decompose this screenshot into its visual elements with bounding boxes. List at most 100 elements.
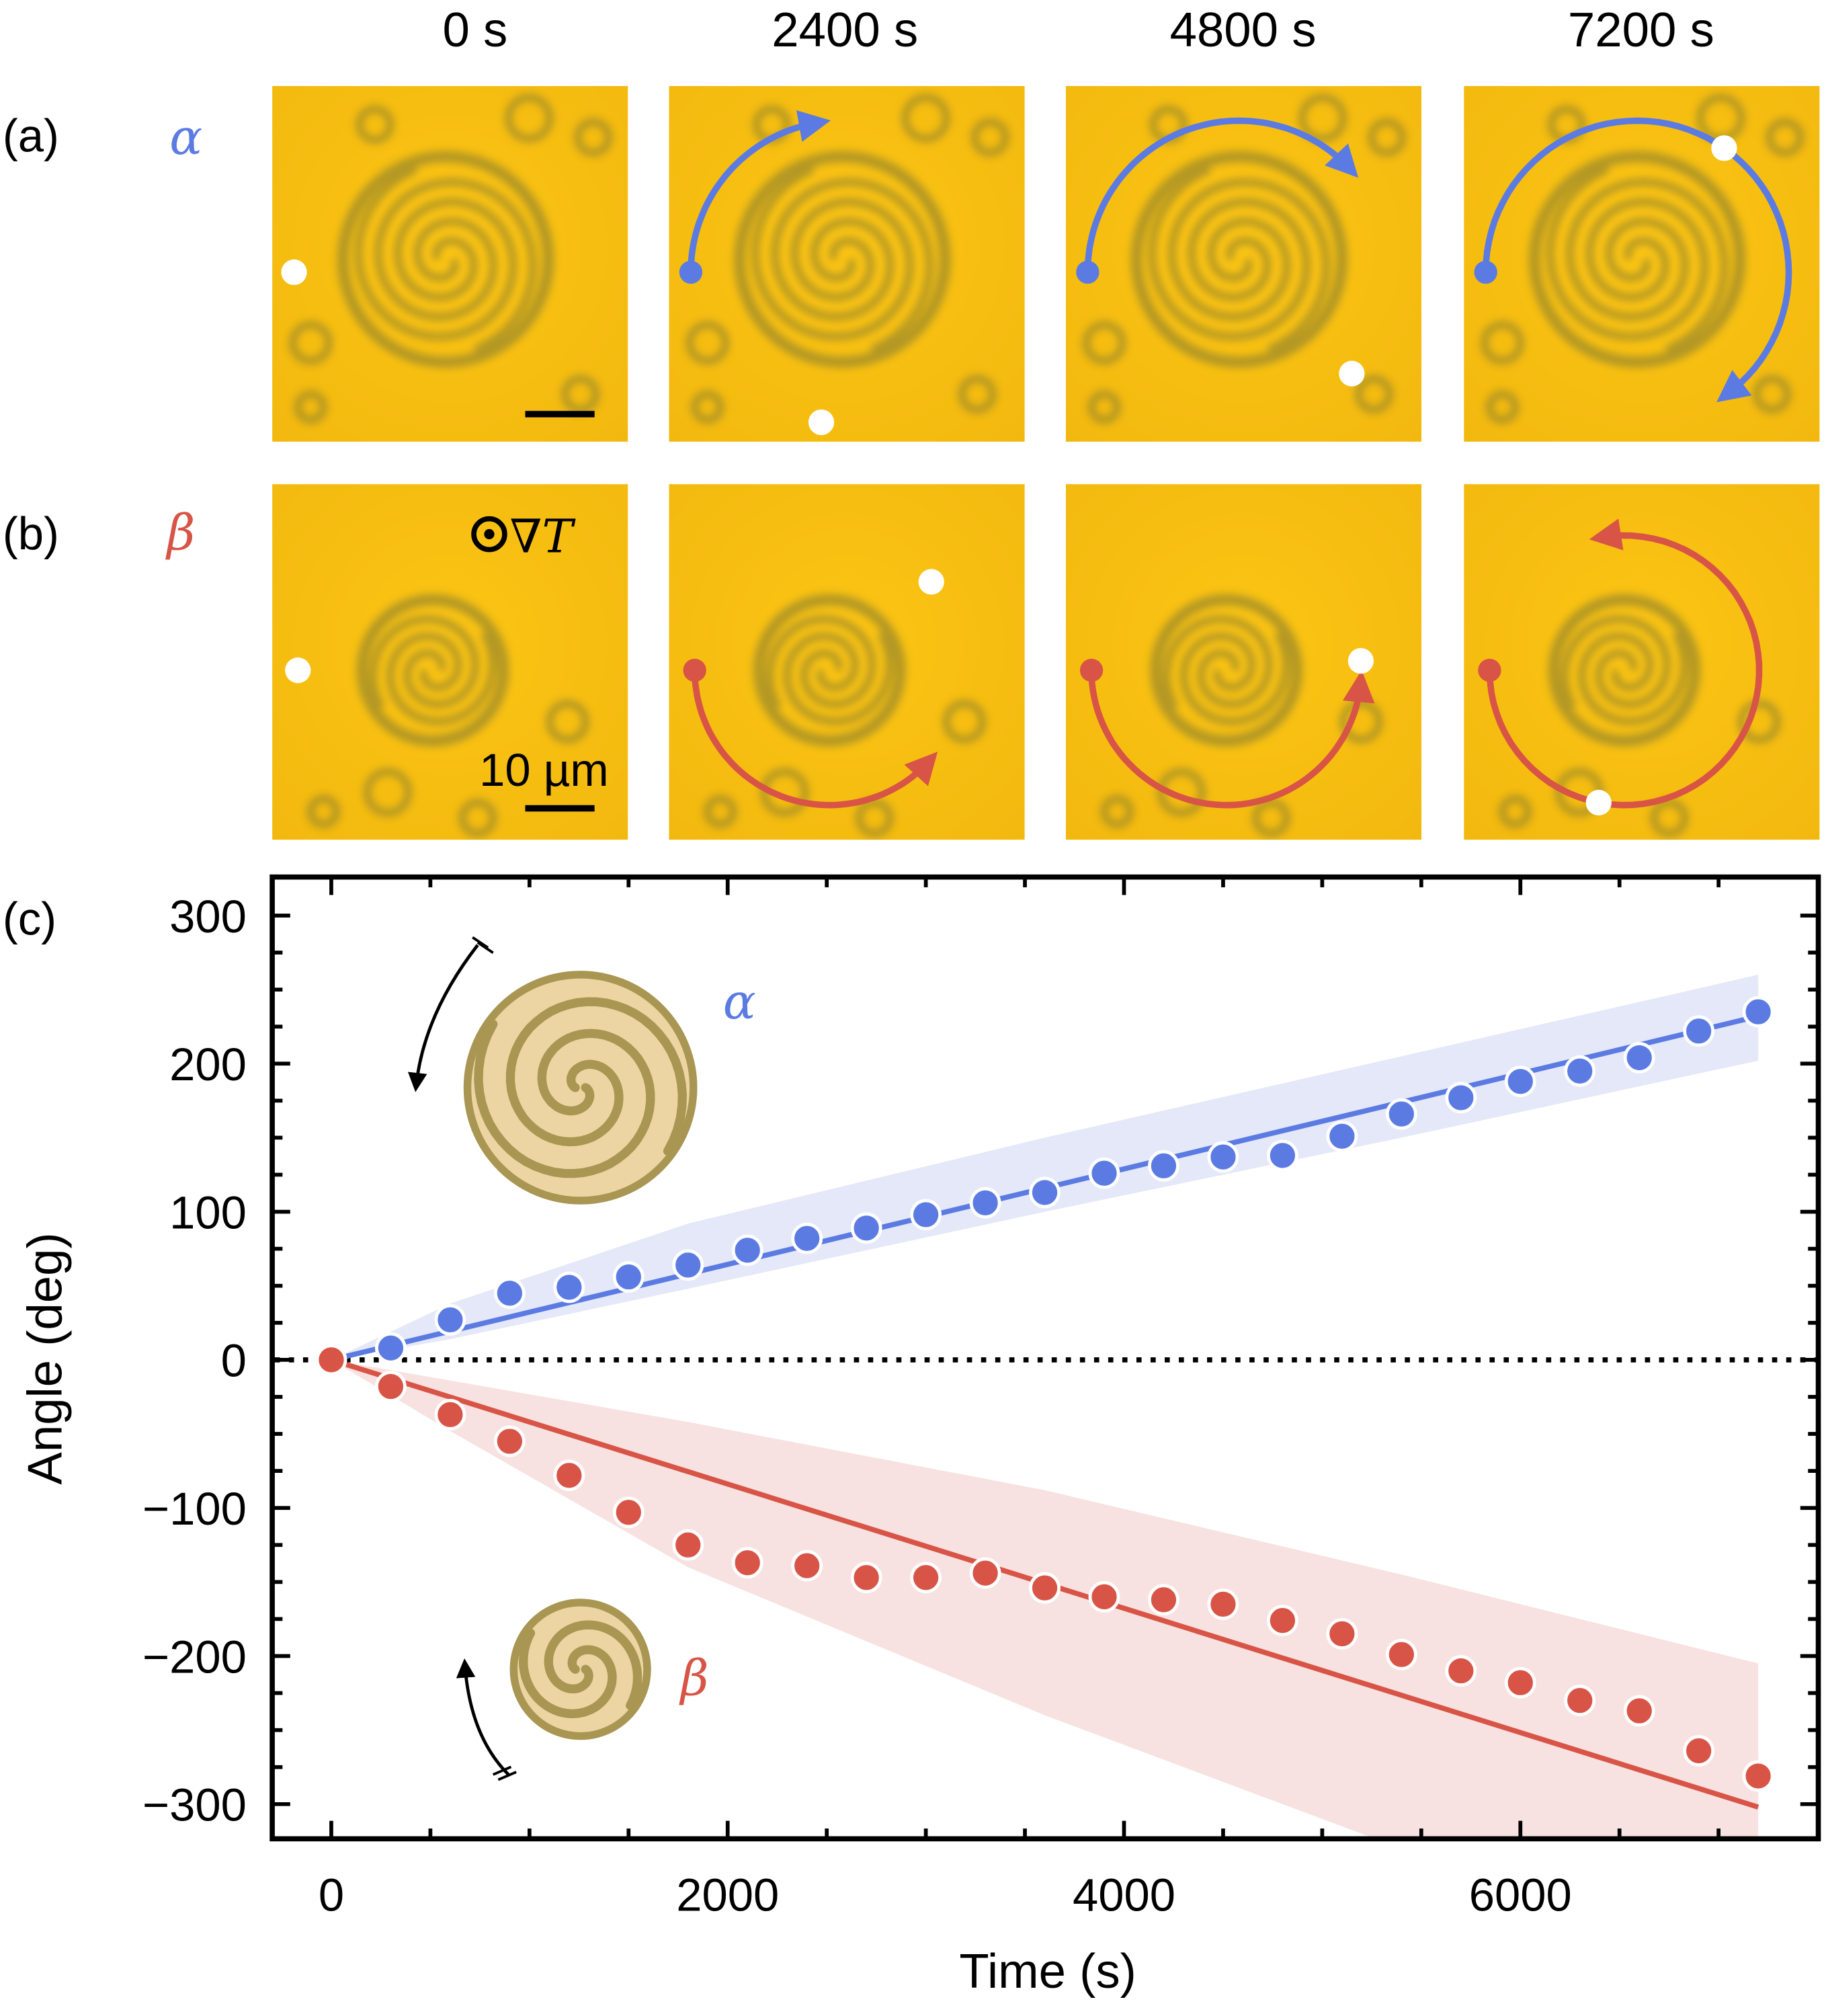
- start-marker: [1478, 658, 1501, 682]
- start-marker: [683, 658, 706, 682]
- satellite-droplet: [855, 799, 894, 838]
- data-point-alpha: [731, 1234, 763, 1266]
- satellite-droplet: [942, 700, 987, 744]
- data-point-alpha: [791, 1222, 823, 1254]
- data-point-beta: [1445, 1655, 1477, 1687]
- panel-label-b: (b): [3, 508, 59, 560]
- gradient-indicator: ∇T: [471, 510, 577, 563]
- scale-bar-bottom: [525, 805, 595, 812]
- spiral-schematic-beta: [509, 1599, 651, 1740]
- out-of-plane-dot: [484, 528, 495, 540]
- arrow-fletching: [492, 1765, 512, 1776]
- droplet-spiral-arm: [1148, 165, 1311, 341]
- data-point-beta: [1029, 1572, 1061, 1604]
- data-point-beta: [1742, 1760, 1774, 1792]
- scale-bar-label: 10 µm: [479, 744, 609, 796]
- rotation-arrow: [1088, 670, 1375, 809]
- data-point-beta: [612, 1496, 645, 1529]
- satellite-droplet: [1157, 768, 1206, 817]
- satellite-droplet: [288, 321, 333, 365]
- rotation-arrow-counterclockwise-icon: [456, 1658, 510, 1776]
- droplet-spiral-arm: [1167, 177, 1331, 354]
- satellite-droplet: [294, 390, 328, 424]
- data-point-alpha: [1504, 1065, 1536, 1098]
- data-point-beta: [434, 1399, 466, 1430]
- x-tick-label: 2000: [676, 1869, 779, 1921]
- droplet-spiral-arm: [1179, 631, 1290, 725]
- data-point-alpha: [1029, 1176, 1061, 1209]
- y-tick-label: −200: [142, 1631, 247, 1683]
- satellite-droplet: [704, 795, 737, 829]
- droplet-outline: [356, 594, 509, 747]
- x-tick-label: 6000: [1469, 1869, 1572, 1921]
- microscope-image-alpha-3: [1464, 85, 1820, 442]
- tracked-marker: [281, 259, 307, 286]
- start-marker: [1079, 658, 1104, 682]
- droplet-spiral-arm: [374, 177, 537, 354]
- data-point-beta: [1623, 1695, 1655, 1727]
- rotation-arrow: [688, 110, 831, 272]
- satellite-droplet: [546, 700, 590, 744]
- droplet-outline: [337, 151, 554, 368]
- microscope-image-beta-0: [272, 484, 628, 840]
- x-axis-title: Time (s): [959, 1944, 1136, 1999]
- y-tick-label: 0: [221, 1335, 247, 1387]
- satellite-droplet: [1737, 700, 1782, 744]
- panel-label-c: (c): [3, 893, 56, 945]
- data-point-alpha: [1088, 1157, 1120, 1189]
- droplet-spiral-arm: [765, 615, 876, 709]
- tracked-marker: [1347, 648, 1374, 674]
- droplet-spiral-arm: [1546, 165, 1709, 341]
- data-point-beta: [1207, 1588, 1239, 1620]
- tracked-marker: [1585, 789, 1612, 816]
- data-point-alpha: [1385, 1098, 1417, 1130]
- data-point-beta: [375, 1371, 407, 1402]
- microscope-image-alpha-2: [1065, 85, 1422, 442]
- data-point-beta: [1504, 1666, 1536, 1699]
- satellite-droplet: [901, 93, 950, 143]
- row-symbol-beta: β: [165, 506, 195, 562]
- rotation-arrow: [1084, 117, 1359, 273]
- data-point-beta: [969, 1557, 1001, 1589]
- microscope-image-beta-2: [1065, 484, 1422, 840]
- tracked-marker: [1711, 135, 1737, 161]
- data-point-beta: [1088, 1580, 1120, 1613]
- satellite-droplet: [760, 768, 809, 817]
- data-point-alpha: [553, 1271, 585, 1303]
- droplet-spiral-arm: [369, 615, 479, 709]
- y-axis-title: Angle (deg): [18, 1232, 73, 1484]
- row-symbol-alpha: α: [169, 110, 202, 166]
- data-point-beta: [553, 1459, 585, 1492]
- droplet-spiral-arm: [1561, 615, 1671, 709]
- data-point-alpha: [493, 1277, 526, 1309]
- droplet-spiral-arm: [771, 177, 934, 354]
- series-label-alpha: α: [723, 974, 756, 1031]
- arrow-fletching: [472, 936, 489, 949]
- droplet-outline: [1150, 594, 1303, 747]
- image-background: [272, 484, 628, 840]
- satellite-droplet: [1354, 374, 1394, 414]
- angle-vs-time-chart: 300 200 100 0 −100 −200 −300 0 2000 4000 6000 Time…: [18, 874, 1821, 1999]
- satellite-droplet: [504, 93, 554, 143]
- droplet-outline: [1130, 151, 1348, 368]
- data-point-beta: [791, 1549, 823, 1582]
- tracked-marker: [918, 569, 944, 595]
- satellite-droplet: [1367, 118, 1407, 157]
- time-labels: 0 s 2400 s 4800 s 7200 s: [443, 3, 1714, 57]
- satellite-droplet: [356, 105, 395, 144]
- microscope-panels: [272, 85, 1820, 840]
- start-marker: [679, 260, 703, 284]
- y-tick-label: 300: [169, 891, 247, 942]
- data-point-beta: [1385, 1638, 1417, 1670]
- satellite-droplet: [1498, 795, 1532, 829]
- satellite-droplet: [458, 799, 497, 838]
- satellite-droplet: [690, 390, 724, 424]
- start-marker: [1076, 260, 1099, 284]
- data-point-beta: [850, 1562, 882, 1594]
- satellite-droplet: [958, 374, 997, 414]
- data-point-beta: [672, 1529, 704, 1561]
- satellite-droplet: [1082, 321, 1126, 365]
- time-label-0: 0 s: [443, 3, 508, 57]
- data-point-alpha: [434, 1304, 466, 1336]
